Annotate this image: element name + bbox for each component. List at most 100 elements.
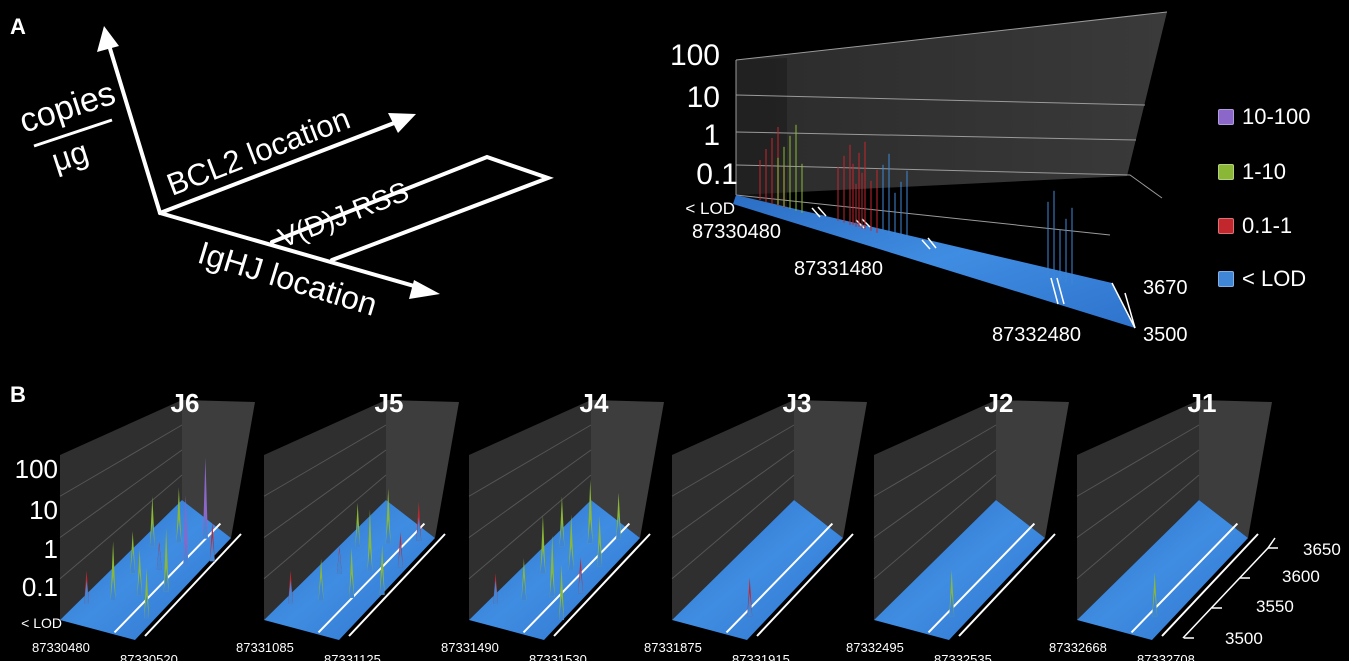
schematic-z-axis bbox=[158, 211, 430, 292]
overview-ztick-lod: < LOD bbox=[685, 199, 735, 218]
legend-swatch-green bbox=[1218, 164, 1234, 180]
peak-base bbox=[176, 518, 182, 543]
peak bbox=[549, 535, 555, 597]
peak-base bbox=[1152, 592, 1158, 617]
gridline bbox=[59, 474, 183, 580]
peak-base bbox=[110, 575, 116, 600]
floor bbox=[672, 500, 843, 640]
segment-band-edge bbox=[1130, 522, 1239, 634]
overview-ytick-3670: 3670 bbox=[1143, 277, 1188, 299]
peak bbox=[149, 496, 155, 547]
left-wall bbox=[672, 400, 794, 620]
segment-band-edge bbox=[725, 522, 834, 634]
j1-ytick-3500: 3500 bbox=[1225, 629, 1263, 648]
gridline bbox=[468, 449, 592, 538]
left-wall bbox=[60, 400, 182, 620]
subchart-j3: J3 87331875 87331915 bbox=[644, 388, 867, 661]
x-tick-label: 87332495 bbox=[846, 640, 904, 655]
x-tick-label: 87330480 bbox=[32, 640, 90, 655]
peak bbox=[367, 509, 373, 571]
gridline bbox=[263, 424, 387, 497]
arrowhead-up-icon bbox=[97, 26, 119, 52]
subchart-title: J6 bbox=[171, 388, 200, 418]
fraction-bar bbox=[33, 118, 113, 148]
peak-base bbox=[367, 546, 373, 571]
peak bbox=[349, 547, 355, 598]
gridline bbox=[671, 424, 795, 497]
subchart-j4: J4 87331490 87331530 bbox=[441, 388, 664, 661]
peak bbox=[379, 544, 385, 595]
segment-band-edge bbox=[144, 533, 242, 637]
subchart-j1: J1 87332668 87332708 bbox=[1049, 388, 1272, 661]
subchart-title: J4 bbox=[580, 388, 609, 418]
j1-ytick-3650: 3650 bbox=[1303, 540, 1341, 559]
x-tick-label: 87331915 bbox=[732, 652, 790, 661]
x-tick-label: 87330520 bbox=[120, 652, 178, 661]
overview-side-wall bbox=[736, 58, 787, 220]
peak-base bbox=[397, 543, 403, 568]
peak-base bbox=[130, 549, 136, 574]
peak-base bbox=[318, 576, 324, 601]
left-wall bbox=[469, 400, 591, 620]
legend-swatch-purple bbox=[1218, 109, 1234, 125]
legend-label: 1-10 bbox=[1242, 159, 1287, 184]
gridline bbox=[1076, 449, 1200, 538]
peak-base bbox=[493, 580, 499, 604]
peak-base bbox=[84, 580, 90, 604]
legend-item-1-10: 1-10 bbox=[1218, 159, 1286, 185]
overview-xtick-3: 87332480 bbox=[992, 324, 1081, 346]
peak bbox=[587, 479, 593, 544]
peak bbox=[176, 487, 182, 543]
legend-label: < LOD bbox=[1242, 266, 1307, 291]
peak-base bbox=[747, 592, 753, 617]
segment-band-edge bbox=[317, 522, 426, 634]
overview-ztick-100: 100 bbox=[670, 39, 720, 72]
arrowhead-down-right-icon bbox=[409, 280, 440, 299]
back-wall bbox=[794, 400, 867, 538]
subchart-j5: J5 87331085 87331125 bbox=[236, 388, 459, 661]
schematic-bcl2-label: BCL2 location bbox=[162, 101, 355, 203]
b-ztick-1: 1 bbox=[44, 534, 58, 564]
peak bbox=[559, 564, 565, 620]
back-wall bbox=[996, 400, 1069, 538]
gridline bbox=[1076, 424, 1200, 497]
segment-band-edge bbox=[1161, 533, 1259, 637]
segment-band-edge bbox=[553, 533, 651, 637]
back-wall bbox=[1199, 400, 1272, 538]
floor bbox=[264, 500, 435, 640]
peak-base bbox=[416, 516, 422, 541]
back-wall bbox=[182, 400, 255, 538]
gridline bbox=[263, 474, 387, 580]
legend-swatch-red bbox=[1218, 218, 1234, 234]
peak-base bbox=[578, 569, 584, 594]
peak-base bbox=[379, 570, 385, 595]
x-tick-label: 87332668 bbox=[1049, 640, 1107, 655]
left-wall bbox=[264, 400, 386, 620]
subchart-j2: J2 87332495 87332535 bbox=[846, 388, 1069, 661]
floor bbox=[874, 500, 1045, 640]
segment-band-edge bbox=[756, 533, 854, 637]
legend-item-10-100: 10-100 bbox=[1218, 104, 1311, 130]
schematic-rss-label: V(D)J RSS bbox=[274, 176, 413, 254]
segment-band-edge bbox=[522, 522, 631, 634]
x-tick-label: 87331875 bbox=[644, 640, 702, 655]
peak bbox=[568, 514, 574, 570]
peak-base bbox=[288, 580, 294, 604]
peak-base bbox=[568, 546, 574, 570]
j1-ytick-3600: 3600 bbox=[1282, 567, 1320, 586]
peak-base bbox=[144, 594, 150, 619]
subchart-title: J1 bbox=[1188, 388, 1217, 418]
segment-band-edge bbox=[958, 533, 1056, 637]
legend-label: 10-100 bbox=[1242, 104, 1311, 129]
overview-xtick-1: 87330480 bbox=[692, 221, 781, 243]
gridline bbox=[873, 424, 997, 497]
subchart-j6: J6 87330480 87330520 bbox=[32, 388, 255, 661]
peak-base bbox=[559, 596, 565, 620]
legend-item-lod: < LOD bbox=[1218, 266, 1306, 292]
gridline bbox=[873, 474, 997, 580]
gridline bbox=[468, 424, 592, 497]
overview-floor bbox=[733, 195, 1135, 328]
overview-ztick-0-1: 0.1 bbox=[696, 158, 738, 191]
schematic-arrowheads bbox=[97, 26, 440, 299]
floor bbox=[1077, 500, 1248, 640]
